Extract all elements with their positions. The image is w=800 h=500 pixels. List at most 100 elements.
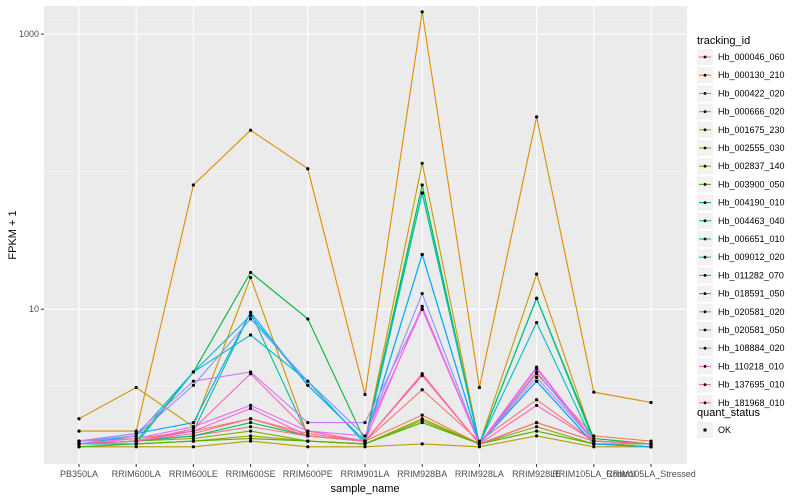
legend-label: Hb_000666_020 (718, 107, 785, 117)
data-point (134, 429, 138, 433)
data-point (592, 436, 596, 441)
data-point (134, 385, 138, 390)
data-point (249, 420, 253, 425)
data-point (191, 383, 195, 387)
legend-label: Hb_110218_010 (718, 361, 784, 371)
legend-label: Hb_181968_010 (718, 398, 785, 408)
data-point (249, 333, 253, 337)
data-point (134, 445, 138, 449)
legend-label: Hb_001675_230 (718, 125, 785, 135)
legend-label: Hb_002555_030 (718, 143, 785, 153)
legend-key-point (703, 55, 707, 59)
x-tick-label: RRIM105LA_Stressed (606, 469, 696, 479)
data-point (649, 400, 653, 405)
data-point (420, 10, 424, 14)
legend-label: Hb_002837_140 (718, 161, 785, 171)
data-point (535, 403, 539, 407)
data-point (249, 313, 253, 318)
data-point (420, 442, 424, 446)
data-point (592, 445, 596, 449)
legend2-key-point (703, 428, 707, 432)
data-point (420, 183, 424, 187)
legend-key-point (703, 328, 707, 332)
legend-label: Hb_003900_050 (718, 179, 785, 189)
legend-label: Hb_000046_060 (718, 52, 785, 62)
legend-key-point (703, 310, 707, 314)
legend: tracking_id Hb_000046_060 Hb_000130_210 Hb… (697, 35, 785, 438)
legend-label: Hb_011282_070 (718, 270, 784, 280)
data-point (134, 436, 138, 441)
data-point (191, 429, 195, 433)
legend-key-point (703, 237, 707, 241)
data-point (535, 375, 539, 379)
data-point (363, 439, 367, 443)
y-axis-title: FPKM + 1 (7, 210, 19, 259)
y-tick-label: 1000 (19, 29, 39, 39)
data-point (420, 413, 424, 417)
data-point (535, 429, 539, 433)
data-point (191, 379, 195, 383)
data-point (420, 417, 424, 421)
data-point (134, 442, 138, 446)
legend-key-point (703, 183, 707, 186)
y-tick-label: 10 (29, 304, 39, 314)
data-point (420, 420, 424, 425)
data-point (592, 442, 596, 446)
data-point (477, 439, 481, 443)
legend-key-point (703, 401, 707, 405)
legend-label: Hb_004463_040 (718, 216, 785, 226)
data-point (249, 270, 253, 275)
data-point (191, 445, 195, 449)
legend-label: Hb_009012_020 (718, 252, 785, 262)
data-point (249, 429, 253, 433)
legend-label: Hb_000130_210 (718, 70, 785, 80)
legend-key-point (703, 365, 707, 368)
legend-label: Hb_006651_010 (718, 234, 785, 244)
legend-label: Hb_018591_050 (718, 289, 785, 299)
data-point (477, 445, 481, 449)
data-point (592, 434, 596, 438)
x-tick-label: RRIM600LA (112, 469, 161, 479)
legend-key-point (703, 92, 707, 95)
legend-key-point (703, 146, 707, 150)
x-tick-label: RRIM600PE (283, 469, 333, 479)
data-point (306, 379, 310, 383)
data-point (249, 434, 253, 438)
data-point (535, 296, 539, 300)
data-point (535, 398, 539, 402)
data-point (306, 434, 310, 438)
data-point (191, 427, 195, 431)
legend-key-point (703, 292, 707, 295)
legend-key-point (703, 201, 707, 205)
data-point (249, 310, 253, 314)
legend-label: Hb_020581_050 (718, 325, 785, 335)
x-tick-label: RRIM600LE (169, 469, 218, 479)
data-point (363, 392, 367, 397)
data-point (249, 317, 253, 321)
data-point (77, 429, 81, 433)
data-point (306, 445, 310, 449)
data-point (249, 403, 253, 407)
legend-key-point (703, 110, 707, 113)
data-point (191, 434, 195, 438)
data-point (420, 161, 424, 165)
data-point (420, 252, 424, 257)
data-point (363, 434, 367, 438)
legend-key-point (703, 73, 707, 77)
data-point (249, 425, 253, 429)
data-point (77, 445, 81, 449)
data-point (535, 367, 539, 371)
legend-title: tracking_id (697, 35, 750, 47)
data-point (592, 439, 596, 443)
data-point (420, 304, 424, 308)
legend-key-point (703, 255, 707, 259)
data-point (306, 383, 310, 387)
data-point (134, 431, 138, 436)
x-axis: PB350LA RRIM600LA RRIM600LE RRIM600SE RRIM60… (60, 464, 696, 479)
legend-key-point (703, 346, 707, 350)
legend-label: Hb_020581_020 (718, 307, 785, 317)
data-point (77, 442, 81, 446)
data-point (249, 128, 253, 132)
legend2-label: OK (718, 425, 731, 435)
